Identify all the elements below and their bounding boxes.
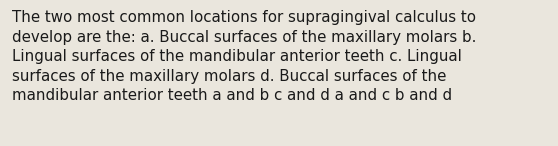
Text: The two most common locations for supragingival calculus to
develop are the: a. : The two most common locations for suprag…: [12, 10, 477, 104]
